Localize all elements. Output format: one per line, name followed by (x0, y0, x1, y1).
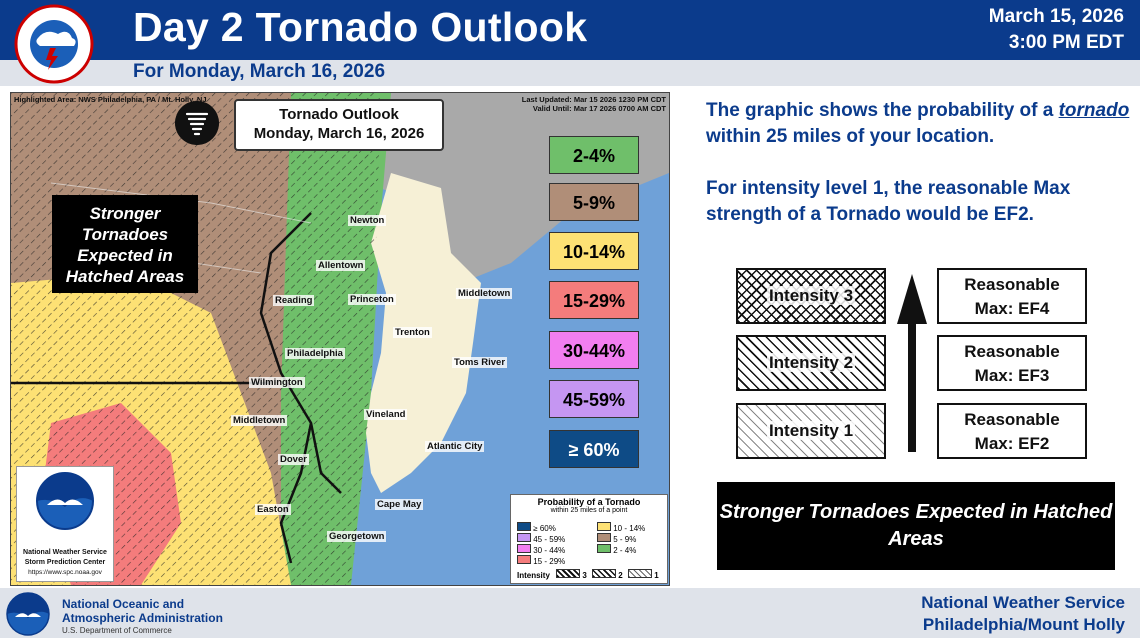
tornado-icon (175, 101, 219, 145)
city-label: Vineland (364, 409, 408, 420)
legend-item: 5 - 9% (597, 533, 636, 544)
nws-logo-icon (14, 4, 94, 84)
city-label: Newton (348, 215, 387, 226)
legend-item: 15 - 29% (517, 555, 565, 566)
city-label: Allentown (316, 260, 366, 271)
city-label: Trenton (393, 327, 432, 338)
footer-org-line1: National Oceanic and (62, 597, 185, 611)
highlighted-area-note: Highlighted Area: NWS Philadelphia, PA /… (14, 95, 207, 104)
last-updated-note: Last Updated: Mar 15 2026 1230 PM CDT Va… (522, 95, 666, 113)
city-label: Reading (273, 295, 315, 306)
noaa-footer-logo-icon (6, 592, 50, 636)
stronger-tornadoes-note: Stronger Tornadoes Expected in Hatched A… (52, 195, 198, 293)
legend-item: 10 - 14% (597, 522, 645, 533)
prob-box-45-59: 45-59% (549, 380, 639, 418)
legend-item: ≥ 60% (517, 522, 556, 533)
prob-box-15-29: 15-29% (549, 281, 639, 319)
prob-box-5-9: 5-9% (549, 183, 639, 221)
issue-time: 3:00 PM EDT (1008, 32, 1124, 53)
spc-line2: Storm Prediction Center (24, 559, 106, 566)
city-label: Cape May (375, 499, 424, 510)
intensity-2-box: Intensity 2 (736, 335, 886, 391)
prob-box-30-44: 30-44% (549, 331, 639, 369)
city-label: Georgetown (327, 531, 387, 542)
city-label: Easton (255, 504, 291, 515)
arrow-up-icon (897, 274, 927, 452)
last-updated: Last Updated: Mar 15 2026 1230 PM CDT (521, 95, 666, 104)
reasonable-max-ef3: Reasonable Max: EF3 (937, 335, 1087, 391)
map-title-line1: Tornado Outlook (279, 106, 399, 123)
page-title: Day 2 Tornado Outlook (133, 4, 588, 50)
spc-url[interactable]: https://www.spc.noaa.gov (28, 569, 102, 576)
city-label: Philadelphia (285, 348, 345, 359)
city-label: Atlantic City (425, 441, 485, 452)
prob-box-10-14: 10-14% (549, 232, 639, 270)
city-label: Wilmington (249, 377, 305, 388)
city-label: Middletown (456, 288, 513, 299)
map-legend: Probability of a Tornado within 25 miles… (510, 494, 668, 584)
footer-bar (0, 588, 1140, 638)
subheader-bar (0, 60, 1140, 86)
prob-box-60-plus: ≥ 60% (549, 430, 639, 468)
noaa-logo-icon (36, 472, 94, 530)
spc-credit-box: National Weather Service Storm Predictio… (16, 466, 114, 582)
footer-nws-line2: Philadelphia/Mount Holly (922, 615, 1125, 634)
city-label: Middletown (231, 415, 288, 426)
city-label: Princeton (348, 294, 396, 305)
legend-item: 30 - 44% (517, 544, 565, 555)
description-probability: The graphic shows the probability of a t… (706, 100, 1130, 147)
header-bar (0, 0, 1140, 60)
reasonable-max-ef2: Reasonable Max: EF2 (937, 403, 1087, 459)
spc-line1: National Weather Service (23, 549, 107, 556)
intensity-1-box: Intensity 1 (736, 403, 886, 459)
legend-title: Probability of a Tornado (537, 497, 641, 507)
city-label: Dover (278, 454, 309, 465)
issue-date: March 15, 2026 (988, 6, 1124, 27)
reasonable-max-ef4: Reasonable Max: EF4 (937, 268, 1087, 324)
footer-org-line2: Atmospheric Administration (62, 611, 223, 625)
description-intensity: For intensity level 1, the reasonable Ma… (706, 178, 1071, 225)
footer-dept: U.S. Department of Commerce (62, 626, 172, 635)
legend-item: 45 - 59% (517, 533, 565, 544)
city-label: Toms River (452, 357, 508, 368)
legend-item: 2 - 4% (597, 544, 636, 555)
prob-box-2-4: 2-4% (549, 136, 639, 174)
valid-until: Valid Until: Mar 17 2026 0700 AM CDT (532, 104, 666, 113)
legend-intensity: Intensity 3 2 1 (517, 569, 659, 580)
stronger-tornadoes-banner: Stronger Tornadoes Expected in Hatched A… (717, 482, 1115, 570)
legend-subtitle: within 25 miles of a point (550, 507, 628, 514)
map-title: Tornado Outlook Monday, March 16, 2026 (234, 99, 444, 151)
footer-nws-line1: National Weather Service (921, 593, 1125, 612)
intensity-3-box: Intensity 3 (736, 268, 886, 324)
page-subtitle: For Monday, March 16, 2026 (133, 61, 386, 82)
map-title-line2: Monday, March 16, 2026 (253, 125, 425, 142)
